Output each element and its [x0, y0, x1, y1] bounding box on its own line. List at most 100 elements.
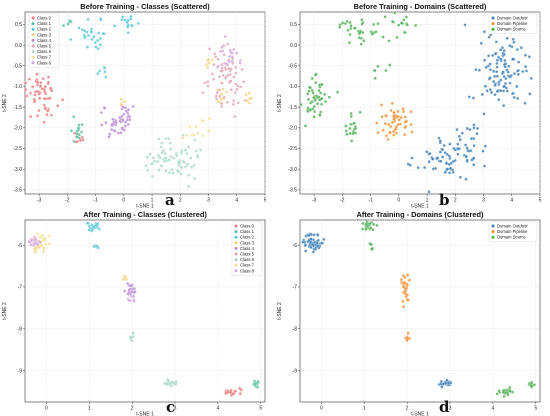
data-point: [465, 126, 469, 131]
data-point: [501, 70, 505, 74]
data-point: [444, 381, 448, 385]
data-point: [35, 232, 40, 236]
y-tick-label: -3.5: [13, 188, 22, 194]
data-point: [61, 98, 65, 102]
data-point: [184, 133, 188, 137]
series-domain-outdoor: [301, 232, 453, 389]
data-point: [25, 94, 29, 98]
data-point: [85, 45, 90, 49]
legend-marker: [491, 16, 495, 20]
legend-marker: [31, 33, 35, 37]
data-point: [405, 283, 409, 287]
data-point: [171, 171, 175, 175]
data-point: [381, 35, 385, 39]
data-point: [529, 384, 533, 388]
data-point: [235, 87, 239, 91]
data-point: [501, 389, 506, 393]
data-point: [512, 72, 517, 76]
data-point: [405, 23, 409, 27]
data-point: [221, 49, 225, 53]
data-point: [391, 19, 395, 24]
data-point: [123, 289, 127, 293]
data-point: [319, 91, 323, 95]
y-tick-label: 0.5: [290, 22, 297, 28]
data-point: [46, 80, 51, 85]
data-point: [362, 39, 366, 43]
series-class-6: [144, 133, 202, 188]
data-point: [29, 243, 33, 247]
x-tick-label: 5: [539, 198, 542, 204]
legend-marker: [31, 38, 35, 42]
data-point: [45, 113, 49, 117]
data-point: [463, 23, 467, 27]
chart-title: After Training - Classes (Clustered): [83, 210, 207, 219]
data-point: [392, 110, 396, 115]
data-point: [306, 92, 310, 96]
plot-frame: [24, 11, 266, 195]
data-point: [159, 145, 163, 149]
data-point: [401, 305, 406, 309]
legend-label: Class 2: [37, 27, 52, 32]
data-point: [124, 120, 128, 124]
data-point: [43, 85, 47, 89]
data-point: [167, 137, 171, 141]
data-point: [361, 221, 365, 226]
data-point: [227, 80, 231, 84]
data-point: [31, 85, 35, 89]
data-point: [299, 102, 303, 107]
data-point: [316, 102, 320, 106]
data-point: [103, 70, 107, 74]
data-point: [123, 18, 127, 22]
data-point: [455, 127, 459, 132]
data-point: [232, 75, 236, 79]
data-point: [402, 281, 407, 285]
series-class-8: [215, 34, 242, 69]
legend-label: Class 7: [240, 263, 255, 268]
data-point: [183, 148, 187, 152]
data-point: [150, 161, 154, 166]
legend-marker: [234, 246, 238, 250]
data-point: [529, 76, 533, 80]
data-point: [126, 25, 130, 29]
chart-before-classes: Before Training - Classes (Scattered) -3 -…: [2, 2, 267, 210]
data-point: [126, 281, 130, 286]
data-point: [360, 18, 364, 22]
data-point: [127, 114, 131, 118]
series-domain-source: [299, 11, 418, 143]
data-point: [208, 116, 212, 120]
figure-label-a: a: [165, 191, 175, 209]
data-point: [44, 92, 48, 96]
figure-label-b: b: [439, 191, 450, 209]
data-point: [440, 385, 444, 389]
legend-marker: [491, 22, 495, 26]
data-point: [312, 96, 316, 100]
data-point: [194, 149, 198, 153]
data-point: [318, 98, 322, 102]
panel-after-domains: After Training - Domains (Clustered) 0 1 2 3…: [275, 208, 550, 416]
data-point: [218, 94, 222, 98]
data-point: [177, 160, 181, 164]
data-point: [313, 73, 318, 77]
data-point: [304, 249, 308, 253]
data-point: [357, 36, 361, 40]
x-tick-label: -3: [37, 198, 42, 204]
data-point: [410, 130, 414, 134]
data-point: [474, 68, 478, 72]
data-point: [129, 17, 133, 21]
data-point: [443, 151, 447, 155]
data-point: [403, 289, 408, 293]
x-axis-label: t-SNE 1: [411, 204, 429, 210]
data-point: [384, 69, 388, 73]
data-point: [224, 67, 228, 72]
data-point: [77, 136, 81, 140]
data-point: [36, 80, 40, 84]
data-point: [360, 22, 364, 26]
data-point: [497, 80, 501, 84]
figure-label-c: c: [166, 398, 176, 416]
data-point: [159, 164, 163, 168]
data-point: [87, 228, 91, 232]
data-point: [220, 102, 224, 106]
data-point: [169, 381, 173, 385]
chart-before-domains: Before Training - Domains (Scattered) -3 -…: [277, 2, 542, 210]
